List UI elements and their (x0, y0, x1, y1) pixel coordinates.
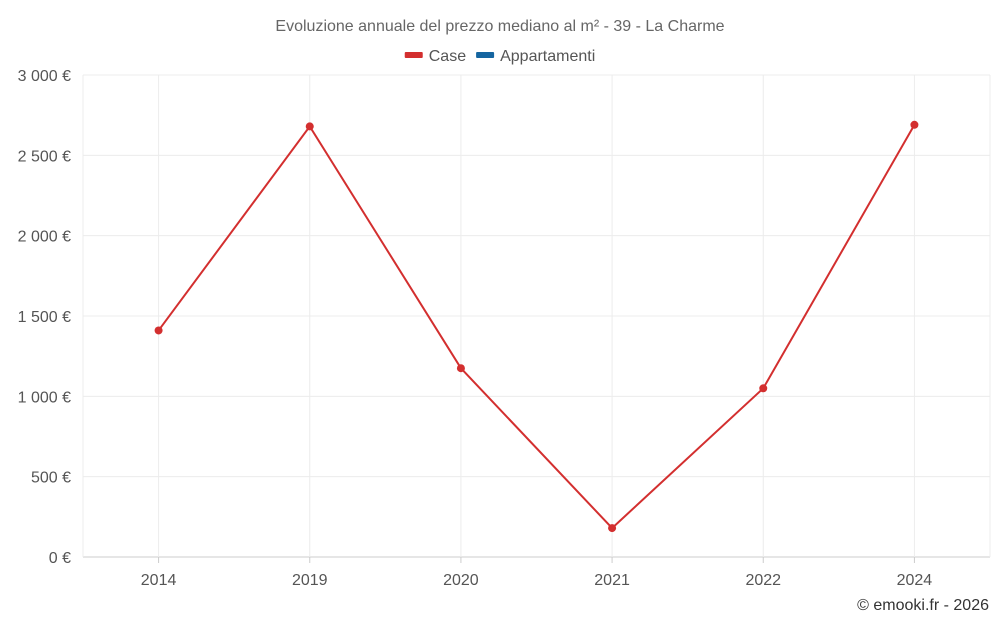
data-point[interactable] (305, 122, 314, 131)
legend-label: Case (429, 48, 466, 65)
x-axis: 2014 2019 2020 2021 2022 2024 (141, 557, 933, 589)
y-tick-label: 0 € (49, 550, 71, 567)
x-tick-label: 2024 (897, 572, 933, 589)
y-tick-label: 1 000 € (18, 389, 71, 406)
legend-item-case[interactable]: Case (404, 48, 466, 65)
series-line-case (157, 124, 916, 530)
legend-swatch (404, 52, 423, 58)
data-point[interactable] (759, 384, 768, 393)
chart-title: Evoluzione annuale del prezzo mediano al… (275, 18, 724, 35)
legend-label: Appartamenti (500, 48, 595, 65)
data-point[interactable] (456, 364, 465, 373)
legend-item-appartamenti[interactable]: Appartamenti (476, 48, 595, 65)
x-tick-label: 2014 (141, 572, 177, 589)
y-axis: 0 € 500 € 1 000 € 1 500 € 2 000 € 2 500 € 3 00… (18, 68, 71, 567)
y-tick-label: 3 000 € (18, 68, 71, 85)
x-tick-label: 2020 (443, 572, 479, 589)
plot-area (154, 120, 919, 533)
legend-swatch (476, 52, 495, 58)
legend: Case Appartamenti (404, 48, 595, 65)
y-tick-label: 500 € (31, 470, 71, 487)
x-tick-label: 2022 (745, 572, 781, 589)
credit-text: © emooki.fr - 2026 (857, 597, 989, 614)
data-point[interactable] (154, 326, 163, 335)
y-tick-label: 2 000 € (18, 229, 71, 246)
data-point[interactable] (608, 524, 617, 533)
x-tick-label: 2021 (594, 572, 630, 589)
y-tick-label: 1 500 € (18, 309, 71, 326)
grid (82, 74, 991, 558)
data-point[interactable] (910, 120, 919, 129)
y-tick-label: 2 500 € (18, 148, 71, 165)
x-tick-label: 2019 (292, 572, 328, 589)
